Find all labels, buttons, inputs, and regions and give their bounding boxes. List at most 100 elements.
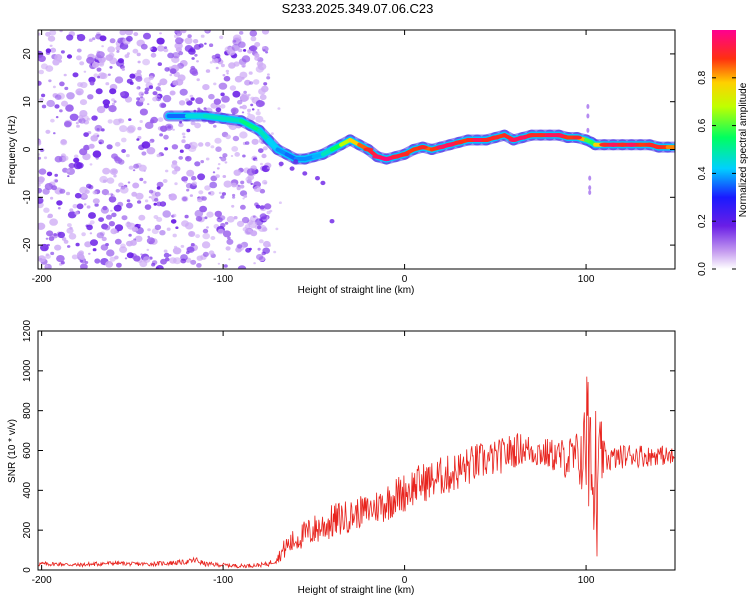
chart-title: S233.2025.349.07.06.C23 bbox=[281, 1, 434, 16]
noise-blob bbox=[114, 76, 124, 84]
noise-blob bbox=[54, 54, 63, 61]
noise-blob bbox=[69, 208, 74, 212]
noise-blob bbox=[220, 156, 227, 162]
noise-blob bbox=[105, 260, 114, 268]
noise-blob bbox=[214, 137, 222, 144]
noise-blob bbox=[204, 42, 207, 45]
noise-blob bbox=[219, 215, 226, 221]
noise-blob bbox=[90, 239, 98, 247]
track-speck bbox=[314, 175, 320, 181]
track-speck bbox=[320, 180, 326, 186]
noise-blob bbox=[63, 239, 69, 244]
noise-blob bbox=[101, 236, 107, 242]
noise-blob bbox=[108, 105, 117, 113]
track-peak bbox=[644, 142, 655, 147]
noise-blob bbox=[253, 262, 256, 265]
noise-blob bbox=[202, 251, 209, 257]
noise-blob bbox=[39, 97, 44, 102]
noise-blob bbox=[136, 86, 140, 90]
colorbar-gradient bbox=[712, 30, 736, 269]
noise-blob bbox=[240, 204, 246, 210]
noise-blob bbox=[186, 246, 195, 253]
noise-blob bbox=[216, 167, 220, 170]
noise-blob bbox=[133, 255, 141, 262]
noise-blob bbox=[224, 46, 232, 53]
noise-blob bbox=[185, 98, 190, 102]
noise-blob bbox=[260, 162, 263, 166]
y-tick-label: 20 bbox=[22, 48, 33, 60]
noise-blob bbox=[132, 182, 140, 189]
artefact-speck bbox=[588, 190, 592, 196]
track-speck bbox=[278, 161, 284, 167]
noise-blob bbox=[53, 233, 57, 237]
noise-blob bbox=[156, 153, 161, 158]
noise-blob bbox=[92, 37, 96, 41]
noise-blob bbox=[71, 254, 78, 260]
noise-blob bbox=[91, 115, 98, 121]
noise-blob bbox=[209, 43, 214, 47]
colorbar-tick-label: 0.4 bbox=[697, 166, 708, 180]
noise-blob bbox=[191, 181, 197, 186]
noise-blob bbox=[65, 104, 74, 112]
noise-blob bbox=[119, 246, 128, 254]
noise-blob bbox=[121, 137, 127, 143]
noise-blob bbox=[201, 196, 207, 201]
y-tick-label: -20 bbox=[22, 237, 33, 252]
noise-blob bbox=[202, 228, 209, 234]
noise-blob bbox=[184, 143, 191, 150]
noise-blob bbox=[128, 118, 132, 121]
noise-blob bbox=[38, 168, 47, 175]
noise-blob bbox=[169, 73, 173, 77]
noise-blob bbox=[245, 141, 250, 145]
noise-blob bbox=[248, 220, 258, 229]
snr-ticks bbox=[38, 330, 675, 571]
noise-blob bbox=[112, 194, 115, 197]
noise-blob bbox=[141, 151, 147, 156]
colorbar-tick-label: 0.6 bbox=[697, 118, 708, 132]
noise-blob bbox=[177, 74, 186, 82]
noise-blob bbox=[186, 169, 195, 177]
noise-blob bbox=[215, 66, 219, 70]
noise-blob bbox=[119, 30, 126, 36]
noise-blob bbox=[121, 149, 126, 153]
colorbar-ticks: 0.0 0.2 0.4 0.6 0.8 bbox=[697, 70, 736, 276]
noise-blob bbox=[64, 86, 69, 91]
noise-blob bbox=[178, 51, 184, 56]
y-tick-label: 1200 bbox=[22, 319, 33, 342]
noise-blob bbox=[237, 99, 243, 105]
noise-blob bbox=[164, 147, 169, 151]
noise-blob bbox=[194, 122, 202, 129]
noise-blob bbox=[257, 109, 260, 111]
noise-blob bbox=[163, 249, 168, 253]
noise-blob bbox=[117, 58, 124, 64]
noise-blob bbox=[125, 30, 133, 36]
noise-blob bbox=[213, 82, 217, 86]
noise-blob bbox=[182, 196, 188, 202]
noise-blob bbox=[262, 119, 266, 123]
track-peak bbox=[599, 142, 610, 147]
noise-blob bbox=[262, 46, 265, 49]
noise-blob bbox=[148, 85, 154, 90]
noise-blob bbox=[190, 65, 196, 70]
noise-blob bbox=[163, 48, 169, 53]
noise-blob bbox=[48, 236, 55, 242]
y-tick-label: 10 bbox=[22, 96, 33, 108]
noise-blob bbox=[89, 81, 95, 86]
noise-blob bbox=[262, 227, 268, 232]
noise-blob bbox=[93, 73, 99, 78]
noise-blob bbox=[89, 220, 95, 225]
noise-blob bbox=[152, 91, 158, 96]
noise-blob bbox=[86, 56, 95, 64]
noise-blob bbox=[241, 55, 251, 63]
noise-blob bbox=[49, 218, 58, 226]
noise-blob bbox=[248, 247, 252, 251]
noise-blob bbox=[139, 120, 143, 123]
noise-blob bbox=[133, 32, 139, 37]
noise-blob bbox=[226, 72, 229, 75]
y-tick-label: 800 bbox=[22, 402, 33, 419]
noise-blob bbox=[126, 240, 133, 247]
noise-blob bbox=[258, 88, 266, 95]
noise-blob bbox=[243, 194, 248, 198]
noise-blob bbox=[73, 154, 79, 159]
